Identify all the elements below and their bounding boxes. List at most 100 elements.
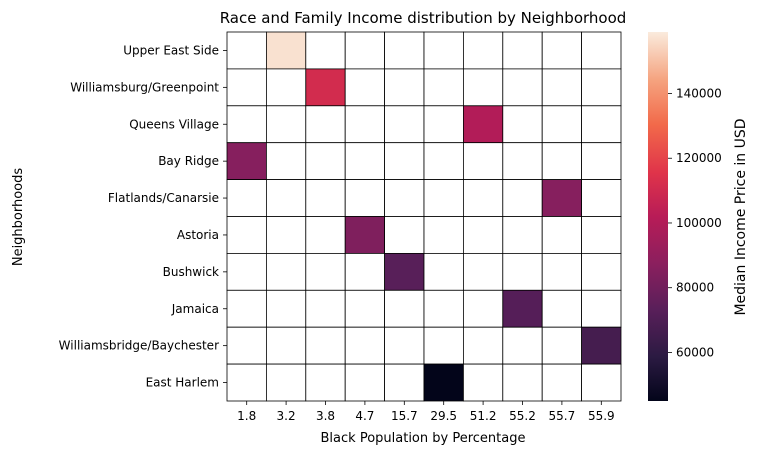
heatmap-cell-empty <box>502 252 543 291</box>
y-tick-labels: Upper East Side Williamsburg/Greenpoint Qu… <box>59 43 227 390</box>
y-tick-label: Jamaica <box>171 302 219 316</box>
heatmap-cell-empty <box>226 252 267 291</box>
x-tick-label: 15.7 <box>391 409 418 423</box>
y-tick-label: Astoria <box>177 228 219 242</box>
heatmap-cell-empty <box>502 105 543 144</box>
heatmap-cell-filled <box>265 31 307 70</box>
heatmap-cell-empty <box>265 68 307 107</box>
heatmap-cell-empty <box>305 216 346 254</box>
heatmap-cell-empty <box>384 363 425 402</box>
heatmap-cell-empty <box>305 179 346 217</box>
heatmap-cell-empty <box>305 252 346 291</box>
heatmap-cell-empty <box>423 179 464 217</box>
colorbar-tick-label: 100000 <box>676 216 722 230</box>
heatmap-cell-empty <box>226 68 267 107</box>
heatmap-cell-filled <box>305 68 346 107</box>
heatmap-cell-empty <box>226 289 267 328</box>
heatmap-cell-empty <box>541 105 583 144</box>
heatmap-cell-empty <box>344 68 386 107</box>
heatmap-cell-empty <box>265 179 307 217</box>
heatmap-cell-empty <box>423 142 464 180</box>
heatmap-cell-empty <box>265 363 307 402</box>
x-tick-label: 55.2 <box>509 409 536 423</box>
heatmap-cell-empty <box>462 68 504 107</box>
heatmap-cell-empty <box>226 31 267 70</box>
heatmap-cell-filled <box>423 363 464 402</box>
heatmap-cell-empty <box>462 216 504 254</box>
heatmap-cell-empty <box>384 289 425 328</box>
x-tick-label: 29.5 <box>430 409 457 423</box>
heatmap-cell-empty <box>423 216 464 254</box>
x-tick-labels: 1.8 3.2 3.8 4.7 15.7 29.5 51.2 55.2 55.7 55.9 <box>237 401 615 423</box>
heatmap-cell-empty <box>502 68 543 107</box>
heatmap-cell-empty <box>226 326 267 365</box>
heatmap-cell-empty <box>265 105 307 144</box>
heatmap-cell-empty <box>423 326 464 365</box>
x-tick-label: 4.7 <box>355 409 374 423</box>
heatmap-cell-empty <box>502 216 543 254</box>
colorbar-tick-label: 80000 <box>676 281 714 295</box>
heatmap-cell-empty <box>344 326 386 365</box>
y-tick-label: Williamsburg/Greenpoint <box>70 80 219 94</box>
heatmap-cell-empty <box>384 179 425 217</box>
x-tick-label: 55.9 <box>588 409 615 423</box>
colorbar-tick-label: 120000 <box>676 151 722 165</box>
colorbar <box>648 32 668 401</box>
y-tick-label: Williamsbridge/Baychester <box>59 339 219 353</box>
heatmap-cell-empty <box>581 105 622 144</box>
heatmap-cell-empty <box>581 216 622 254</box>
heatmap-cell-empty <box>502 363 543 402</box>
heatmap-cell-empty <box>462 289 504 328</box>
heatmap-cell-empty <box>226 363 267 402</box>
colorbar-tick-label: 60000 <box>676 345 714 359</box>
heatmap-cell-empty <box>541 31 583 70</box>
heatmap-cell-empty <box>502 179 543 217</box>
heatmap-cell-empty <box>344 105 386 144</box>
y-tick-label: Upper East Side <box>123 43 219 57</box>
x-tick-label: 3.8 <box>316 409 335 423</box>
chart-title: Race and Family Income distribution by N… <box>220 9 627 27</box>
heatmap-cell-empty <box>581 142 622 180</box>
heatmap-cell-empty <box>541 68 583 107</box>
heatmap-cell-empty <box>541 326 583 365</box>
colorbar-tick-label: 140000 <box>676 87 722 101</box>
heatmap-cell-empty <box>423 105 464 144</box>
y-tick-label: Queens Village <box>129 117 219 131</box>
heatmap-cell-empty <box>344 363 386 402</box>
heatmap-cell-empty <box>502 31 543 70</box>
heatmap-cell-empty <box>541 216 583 254</box>
heatmap-cell-empty <box>344 31 386 70</box>
y-tick-label: Bay Ridge <box>158 154 219 168</box>
y-tick-label: Flatlands/Canarsie <box>108 191 219 205</box>
heatmap-cell-filled <box>581 326 622 365</box>
heatmap-cell-empty <box>305 142 346 180</box>
heatmap-cell-filled <box>384 252 425 291</box>
heatmap-cell-empty <box>265 252 307 291</box>
heatmap-cell-empty <box>265 326 307 365</box>
heatmap-cell-empty <box>541 363 583 402</box>
heatmap-cell-empty <box>581 68 622 107</box>
heatmap-cell-empty <box>384 142 425 180</box>
heatmap-cell-empty <box>226 105 267 144</box>
heatmap-cell-empty <box>541 142 583 180</box>
heatmap-cell-empty <box>384 216 425 254</box>
heatmap-cell-empty <box>423 31 464 70</box>
heatmap-cell-empty <box>305 105 346 144</box>
x-tick-label: 51.2 <box>470 409 497 423</box>
heatmap-cell-empty <box>581 289 622 328</box>
heatmap-cell-empty <box>423 289 464 328</box>
heatmap-cell-empty <box>265 142 307 180</box>
heatmap-cell-filled <box>462 105 504 144</box>
heatmap-cell-empty <box>305 326 346 365</box>
heatmap-cell-empty <box>305 289 346 328</box>
heatmap-cell-filled <box>344 216 386 254</box>
heatmap-cell-empty <box>384 68 425 107</box>
colorbar-ticks: 60000 80000 100000 120000 140000 <box>668 87 722 359</box>
x-axis-label: Black Population by Percentage <box>321 431 526 446</box>
heatmap-cell-empty <box>384 105 425 144</box>
heatmap-cell-empty <box>502 326 543 365</box>
heatmap-cell-empty <box>226 216 267 254</box>
heatmap-cell-empty <box>502 142 543 180</box>
heatmap-cell-filled <box>541 179 583 217</box>
